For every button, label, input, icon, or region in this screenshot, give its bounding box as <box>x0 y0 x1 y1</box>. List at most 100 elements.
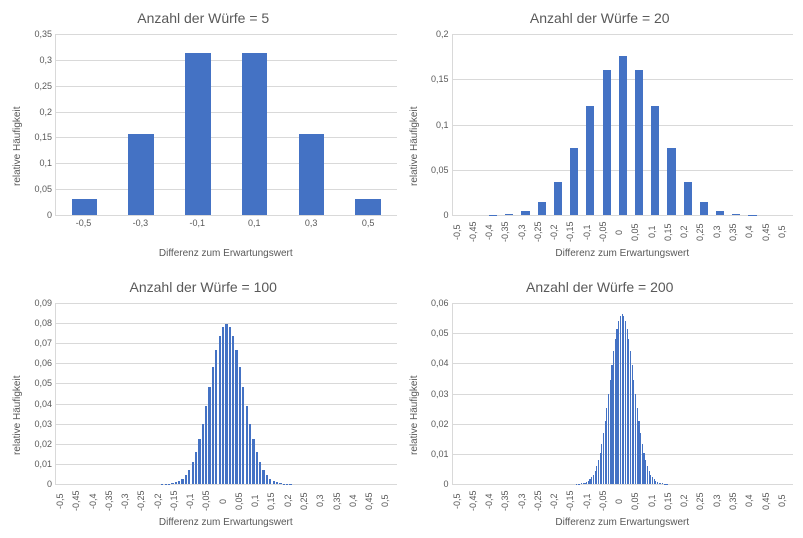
x-tick: 0,1 <box>226 218 283 246</box>
x-tick: -0,05 <box>201 487 217 515</box>
plot-area: 00,050,10,150,2 <box>452 34 794 216</box>
x-tick: -0,25 <box>533 218 549 246</box>
x-tick: -0,25 <box>533 487 549 515</box>
x-tick: 0,5 <box>777 218 793 246</box>
chart-title: Anzahl der Würfe = 20 <box>530 10 670 26</box>
x-tick: -0,2 <box>549 218 565 246</box>
plot-area: 00,010,020,030,040,050,060,070,080,09 <box>55 303 397 485</box>
bar <box>570 148 578 215</box>
y-tick: 0,02 <box>34 439 52 449</box>
x-axis-label: Differenz zum Erwartungswert <box>55 517 397 528</box>
x-tick: -0,4 <box>484 487 500 515</box>
x-tick: -0,05 <box>598 218 614 246</box>
chart-title: Anzahl der Würfe = 5 <box>137 10 269 26</box>
x-tick: -0,35 <box>500 218 516 246</box>
x-tick: 0,45 <box>364 487 380 515</box>
x-axis-label: Differenz zum Erwartungswert <box>452 517 794 528</box>
x-tick: -0,5 <box>55 487 71 515</box>
chart-title: Anzahl der Würfe = 100 <box>130 279 277 295</box>
x-tick: 0,3 <box>712 218 728 246</box>
x-tick: -0,5 <box>55 218 112 246</box>
x-axis-label: Differenz zum Erwartungswert <box>55 248 397 259</box>
chart-n100: Anzahl der Würfe = 100relative Häufigkei… <box>10 279 397 528</box>
y-tick: 0,07 <box>34 338 52 348</box>
y-tick: 0,02 <box>431 419 449 429</box>
x-tick: 0,3 <box>283 218 340 246</box>
x-tick: 0,25 <box>695 487 711 515</box>
bar <box>521 211 529 215</box>
x-tick: -0,4 <box>88 487 104 515</box>
bar <box>684 182 692 215</box>
bars <box>453 34 794 215</box>
chart-n5: Anzahl der Würfe = 5relative Häufigkeit0… <box>10 10 397 259</box>
bar <box>355 199 381 215</box>
x-tick: 0 <box>614 487 630 515</box>
x-tick: 0,2 <box>679 218 695 246</box>
y-tick: 0,04 <box>431 358 449 368</box>
y-tick: 0,2 <box>436 29 449 39</box>
x-tick: 0,1 <box>647 487 663 515</box>
x-tick: -0,4 <box>484 218 500 246</box>
y-tick: 0,08 <box>34 318 52 328</box>
x-tick: -0,1 <box>582 218 598 246</box>
bars <box>56 34 397 215</box>
y-tick: 0,03 <box>34 419 52 429</box>
y-tick: 0,3 <box>39 55 52 65</box>
bar <box>651 106 659 215</box>
x-tick: -0,15 <box>565 487 581 515</box>
x-tick: -0,5 <box>452 218 468 246</box>
x-tick: -0,5 <box>452 487 468 515</box>
chart-n20: Anzahl der Würfe = 20relative Häufigkeit… <box>407 10 794 259</box>
x-tick: -0,05 <box>598 487 614 515</box>
x-tick: 0,2 <box>283 487 299 515</box>
y-tick: 0,05 <box>431 328 449 338</box>
chart-grid: Anzahl der Würfe = 5 relative Häufigkeit 0… <box>10 10 793 528</box>
x-tick: 0,25 <box>299 487 315 515</box>
y-tick: 0,01 <box>431 449 449 459</box>
y-tick: 0,01 <box>34 459 52 469</box>
x-tick: -0,45 <box>71 487 87 515</box>
y-tick: 0,25 <box>34 81 52 91</box>
x-tick: -0,3 <box>112 218 169 246</box>
x-tick: 0,5 <box>340 218 397 246</box>
bar <box>700 202 708 215</box>
y-tick: 0,06 <box>34 358 52 368</box>
x-tick: 0,4 <box>744 218 760 246</box>
x-tick: -0,3 <box>517 487 533 515</box>
y-tick: 0,05 <box>34 184 52 194</box>
bar <box>128 134 154 215</box>
x-tick: 0,5 <box>380 487 396 515</box>
x-tick: 0,35 <box>332 487 348 515</box>
x-tick: 0,15 <box>266 487 282 515</box>
x-tick: -0,1 <box>169 218 226 246</box>
y-tick: 0 <box>443 210 448 220</box>
x-tick: 0,15 <box>663 218 679 246</box>
y-tick: 0,1 <box>39 158 52 168</box>
x-tick: -0,1 <box>185 487 201 515</box>
x-tick: -0,3 <box>120 487 136 515</box>
x-tick: 0,05 <box>630 218 646 246</box>
x-tick: 0,5 <box>777 487 793 515</box>
y-axis-label: relative Häufigkeit <box>407 303 422 528</box>
y-tick: 0,04 <box>34 399 52 409</box>
bar <box>603 70 611 215</box>
y-tick: 0,35 <box>34 29 52 39</box>
y-tick: 0,15 <box>431 74 449 84</box>
x-tick: 0,4 <box>744 487 760 515</box>
y-tick: 0 <box>443 479 448 489</box>
x-tick: 0 <box>218 487 234 515</box>
x-tick: 0,15 <box>663 487 679 515</box>
y-tick: 0,03 <box>431 389 449 399</box>
x-tick: -0,15 <box>565 218 581 246</box>
x-tick: 0,1 <box>647 218 663 246</box>
bar <box>299 134 325 215</box>
x-tick: -0,2 <box>549 487 565 515</box>
bar <box>635 70 643 215</box>
plot-area: 00,010,020,030,040,050,06 <box>452 303 794 485</box>
x-tick: 0,4 <box>348 487 364 515</box>
bar <box>716 211 724 215</box>
x-tick: -0,45 <box>468 487 484 515</box>
x-tick: 0,45 <box>761 218 777 246</box>
plot-area: 00,050,10,150,20,250,30,35 <box>55 34 397 216</box>
bar <box>619 56 627 215</box>
